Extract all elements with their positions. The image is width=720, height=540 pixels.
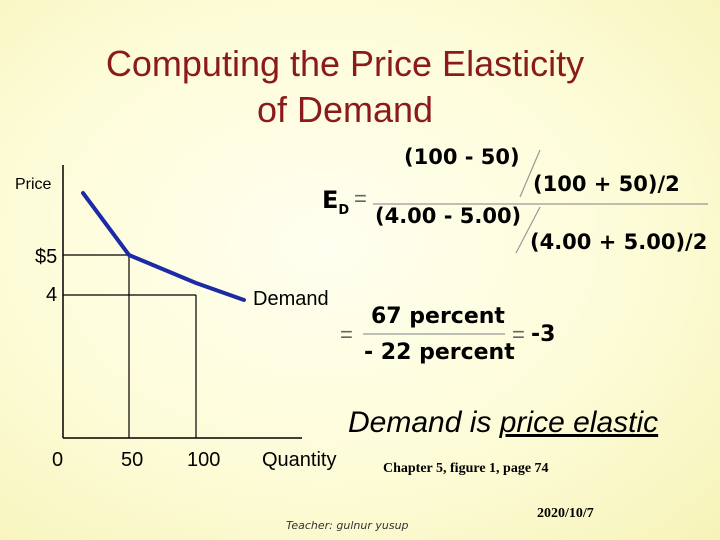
quantity-axis-label: Quantity [262, 449, 337, 471]
price-tick-5: $5 [35, 246, 58, 268]
numerator-top: (100 - 50) [404, 145, 520, 169]
result-value: -3 [531, 322, 556, 347]
chapter-source: Chapter 5, figure 1, page 74 [383, 461, 549, 476]
formula-equals: = [354, 186, 367, 211]
result-equals-left: = [340, 322, 353, 347]
price-tick-4: 4 [46, 284, 58, 306]
numerator-bottom: (100 + 50)/2 [533, 172, 680, 196]
denominator-top: (4.00 - 5.00) [375, 204, 522, 228]
price-axis-label: Price [15, 176, 52, 193]
elasticity-symbol: ED [322, 186, 349, 218]
denominator-bottom: (4.00 + 5.00)/2 [530, 230, 708, 254]
demand-curve-label: Demand [253, 288, 329, 310]
teacher-name: Teacher: gulnur yusup [286, 519, 409, 532]
quantity-tick-0: 0 [52, 449, 64, 471]
slide-date: 2020/10/7 [537, 506, 594, 521]
conclusion-text: Demand is price elastic [348, 406, 658, 440]
quantity-tick-100: 100 [187, 449, 221, 471]
inner-slash-bottom [515, 206, 541, 254]
slide-title-line-2: of Demand [256, 89, 434, 130]
result-denominator: - 22 percent [364, 340, 515, 365]
inner-slash-top [519, 149, 541, 198]
elasticity-e: E [322, 186, 339, 214]
conclusion-emphasis: price elastic [499, 406, 659, 439]
slide-title-line-1: Computing the Price Elasticity [105, 43, 585, 84]
elasticity-subscript: D [338, 202, 350, 218]
quantity-tick-50: 50 [121, 449, 144, 471]
demand-curve [81, 191, 246, 302]
result-numerator: 67 percent [371, 304, 505, 329]
result-equals-right: = [512, 322, 525, 347]
conclusion-prefix: Demand is [348, 406, 500, 439]
